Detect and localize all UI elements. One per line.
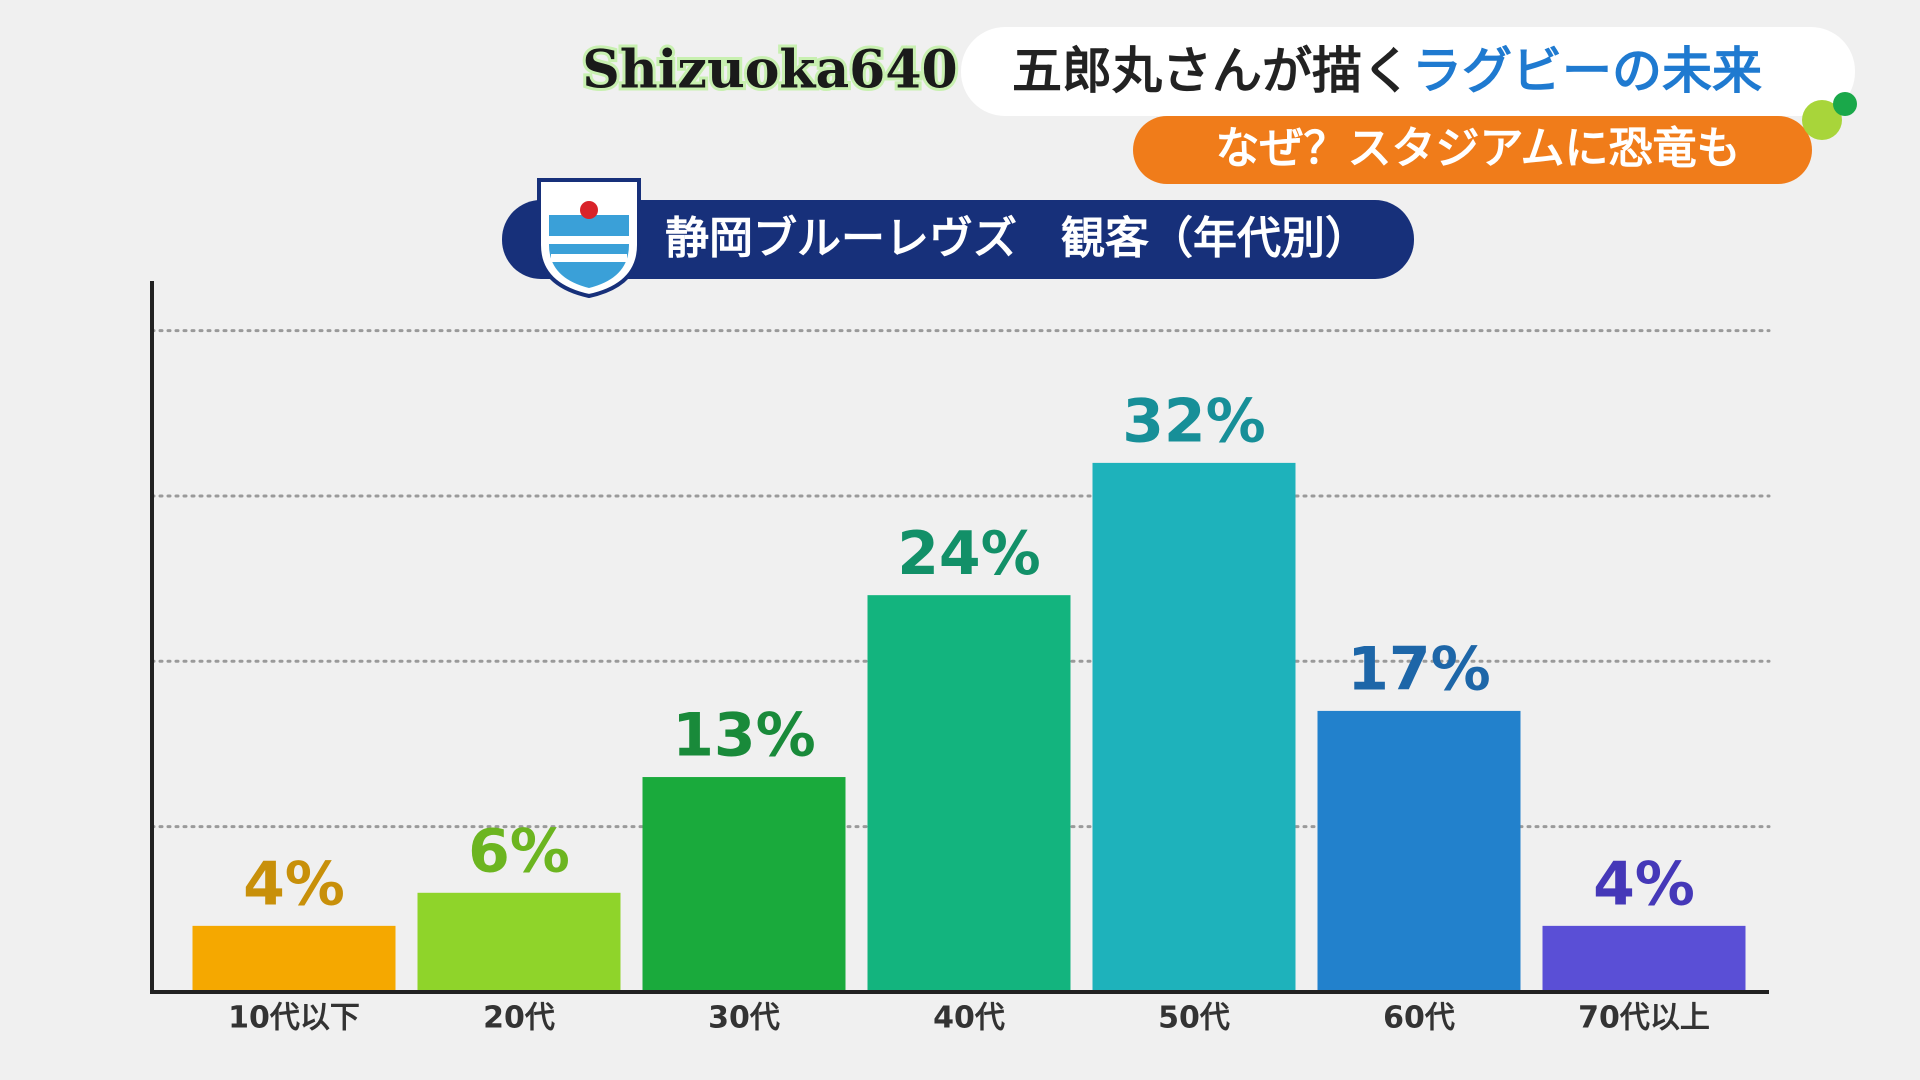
bar [1092,462,1296,992]
team-logo-emblem [580,201,598,219]
headline: 五郎丸さんが描くラグビーの未来 [1012,42,1762,100]
value-label: 13% [672,701,816,771]
x-tick-label: 20代 [483,1001,555,1036]
x-tick-label: 60代 [1383,1001,1455,1036]
program-name: Shizuoka640 [582,40,957,101]
value-label: 17% [1347,635,1491,705]
subheadline-pill [1133,116,1812,184]
bar [1542,925,1746,992]
plot: 4% 10代以下 6% 20代 13% 30代 24% 40代 32% 50代 17% 60代 4% 70… [150,281,1771,1036]
x-tick-label: 10代以下 [228,1001,360,1036]
value-label: 32% [1122,386,1266,456]
decor-dot [1833,92,1857,116]
decor-dot [1802,100,1842,140]
bar [1317,710,1521,992]
bar [867,595,1071,992]
headline-part: 五郎丸さんが描く [1012,42,1412,100]
x-tick-label: 70代以上 [1578,1001,1710,1036]
x-tick-label: 30代 [708,1001,780,1036]
value-label: 4% [1593,849,1695,919]
subheadline: なぜ？スタジアムに恐竜も [1216,123,1741,174]
title-pill [502,200,1414,279]
bar [417,892,621,992]
chart-title: 静岡ブルーレヴズ 観客（年代別） [665,213,1369,264]
headline-pill [961,27,1855,116]
bar [192,925,396,992]
value-label: 24% [897,519,1041,589]
value-label: 6% [468,816,570,886]
x-tick-label: 40代 [933,1001,1005,1036]
x-tick-label: 50代 [1158,1001,1230,1036]
value-label: 4% [243,849,345,919]
bar [642,777,846,992]
team-logo-inner [549,215,629,288]
team-logo-stripe [551,254,627,262]
headline-part: ラグビーの未来 [1412,42,1762,100]
team-logo-stripe [549,236,629,244]
